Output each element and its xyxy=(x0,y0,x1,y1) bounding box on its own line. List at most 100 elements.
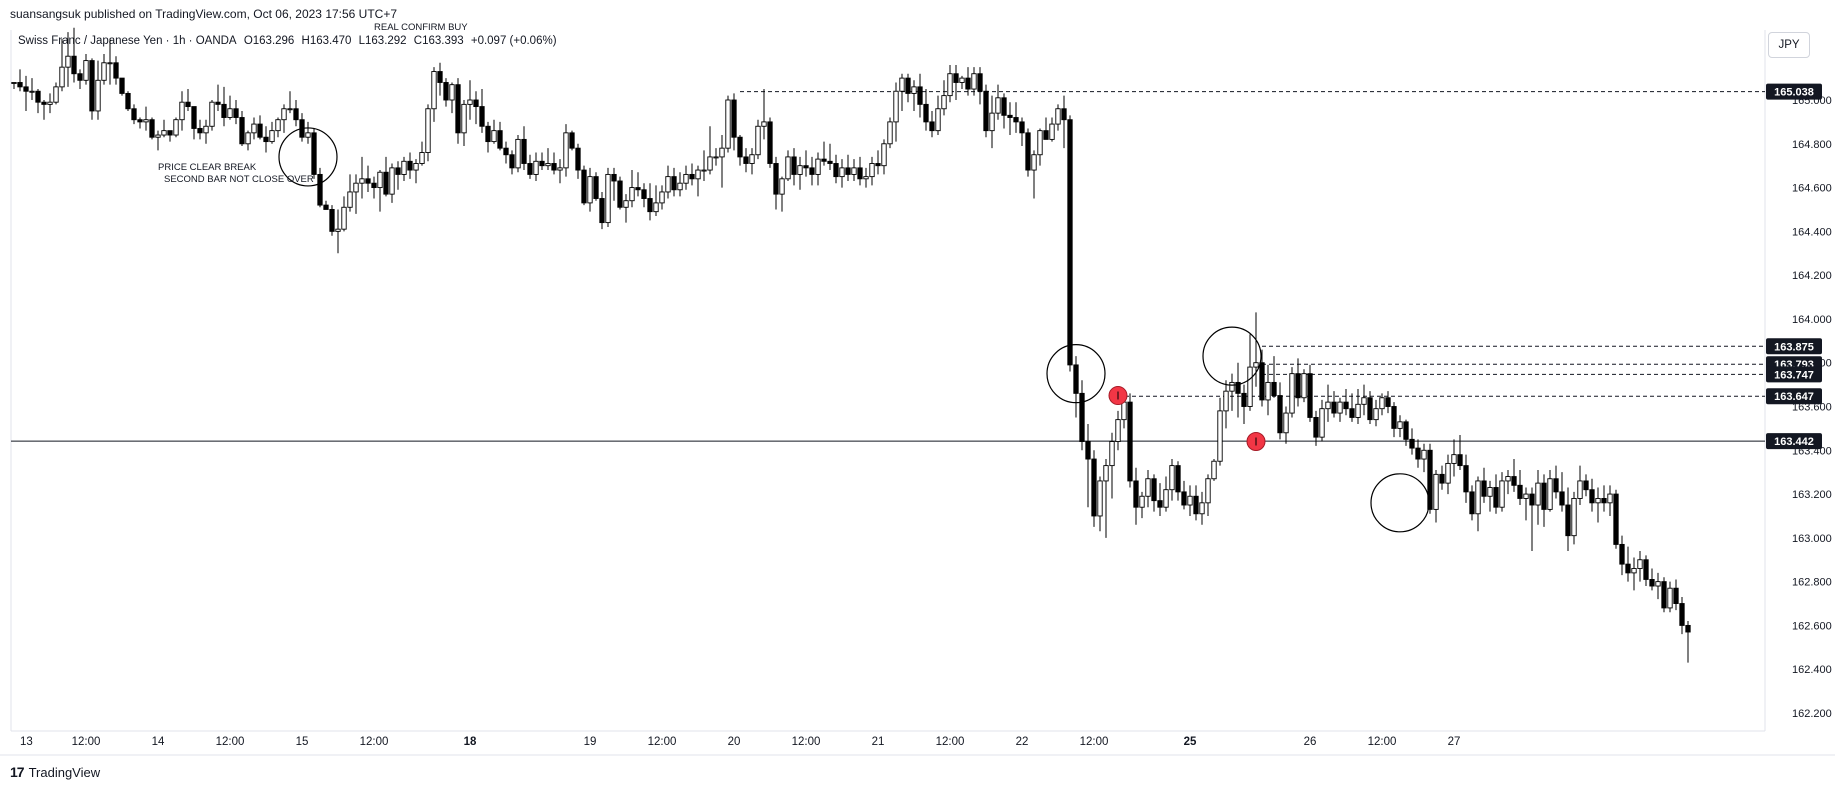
candle xyxy=(1367,391,1373,425)
candle-body xyxy=(311,132,317,175)
candle-body xyxy=(161,130,167,136)
candle-body xyxy=(1061,108,1067,121)
candle xyxy=(461,100,467,146)
candle xyxy=(389,163,395,203)
candle-body xyxy=(1349,408,1355,418)
price-level-label[interactable]: 163.647 xyxy=(1766,388,1822,405)
candle xyxy=(785,150,791,182)
currency-button[interactable]: JPY xyxy=(1768,32,1810,58)
candle-body xyxy=(1031,154,1037,171)
candle xyxy=(1193,485,1199,521)
annotation-circle xyxy=(1202,326,1262,386)
candle xyxy=(1247,334,1253,411)
candle xyxy=(521,126,527,171)
candle-body xyxy=(209,101,215,127)
symbol-name[interactable]: Swiss Franc / Japanese Yen · 1h · OANDA xyxy=(18,35,237,47)
candle xyxy=(311,128,317,179)
candle xyxy=(347,174,353,212)
signal-marker[interactable] xyxy=(1108,386,1128,406)
candle-body xyxy=(1421,449,1427,460)
candle-body xyxy=(1337,401,1343,414)
candle xyxy=(893,82,899,142)
price-tick-label: 163.000 xyxy=(1792,533,1832,545)
tradingview-logo[interactable]: 17 TradingView xyxy=(10,764,100,780)
candle xyxy=(671,167,677,197)
candle-body xyxy=(1235,381,1241,394)
time-tick-label: 15 xyxy=(296,736,309,748)
candle-body xyxy=(971,73,977,90)
candle-body xyxy=(113,62,119,79)
candle-body xyxy=(929,121,935,132)
candle-body xyxy=(1367,397,1373,421)
price-level-label[interactable]: 163.442 xyxy=(1766,433,1822,450)
candle-body xyxy=(1475,480,1481,515)
candle xyxy=(503,141,509,164)
candle xyxy=(1433,469,1439,523)
candle-body xyxy=(17,82,23,88)
candle-body xyxy=(305,132,311,138)
candle xyxy=(839,159,845,188)
candle-body xyxy=(1037,130,1043,156)
candlesticks xyxy=(11,27,1691,663)
candle xyxy=(1163,476,1169,512)
candle xyxy=(1373,399,1379,427)
candle xyxy=(1175,461,1181,501)
candle-body xyxy=(1283,412,1289,434)
candle xyxy=(683,165,689,190)
candle-body xyxy=(521,138,527,164)
candle xyxy=(1415,439,1421,468)
candle-body xyxy=(617,180,623,208)
candle xyxy=(203,119,209,144)
candle-body xyxy=(905,77,911,94)
candle xyxy=(437,62,443,96)
candle-body xyxy=(593,176,599,199)
candle-body xyxy=(665,176,671,193)
price-level-label-bg xyxy=(1766,366,1822,383)
candle-body xyxy=(947,73,953,97)
candle-body xyxy=(1631,568,1637,574)
candle-body xyxy=(1529,493,1535,506)
candle-body xyxy=(893,90,899,123)
candle-body xyxy=(917,86,923,105)
candle xyxy=(1079,380,1085,451)
candle-body xyxy=(803,165,809,169)
candle xyxy=(1007,102,1013,136)
candle xyxy=(707,126,713,175)
price-level-label[interactable]: 165.038 xyxy=(1766,83,1822,100)
candle-body xyxy=(335,228,341,232)
candle xyxy=(983,84,989,138)
candle xyxy=(995,84,1001,120)
candle-body xyxy=(1295,373,1301,399)
candle-body xyxy=(1127,401,1133,482)
price-level-label[interactable]: 163.875 xyxy=(1766,338,1822,355)
ohlc-close: C163.393 xyxy=(413,35,464,47)
candle-body xyxy=(551,163,557,171)
candle-body xyxy=(605,173,611,224)
candle-body xyxy=(1169,465,1175,491)
candle xyxy=(1685,621,1691,663)
candle xyxy=(1349,393,1355,422)
candle xyxy=(641,183,647,208)
candle-body xyxy=(257,123,263,138)
candle-body xyxy=(1361,397,1367,405)
candle-body xyxy=(29,90,35,93)
candle-body xyxy=(419,152,425,164)
candle-body xyxy=(1157,500,1163,508)
candle xyxy=(179,91,185,131)
candle-body xyxy=(185,101,191,108)
candle-body xyxy=(653,202,659,213)
candle-body xyxy=(539,160,545,167)
candle xyxy=(1205,474,1211,516)
candle-body xyxy=(227,108,233,118)
price-level-label-text: 163.647 xyxy=(1774,391,1814,403)
candle-body xyxy=(167,130,173,136)
candle xyxy=(1385,391,1391,414)
candle-body xyxy=(827,160,833,164)
price-level-label[interactable]: 163.747 xyxy=(1766,366,1822,383)
signal-marker[interactable] xyxy=(1246,432,1266,452)
candle-body xyxy=(761,121,767,127)
candle xyxy=(401,156,407,182)
candle xyxy=(875,150,881,175)
candle xyxy=(731,93,737,151)
